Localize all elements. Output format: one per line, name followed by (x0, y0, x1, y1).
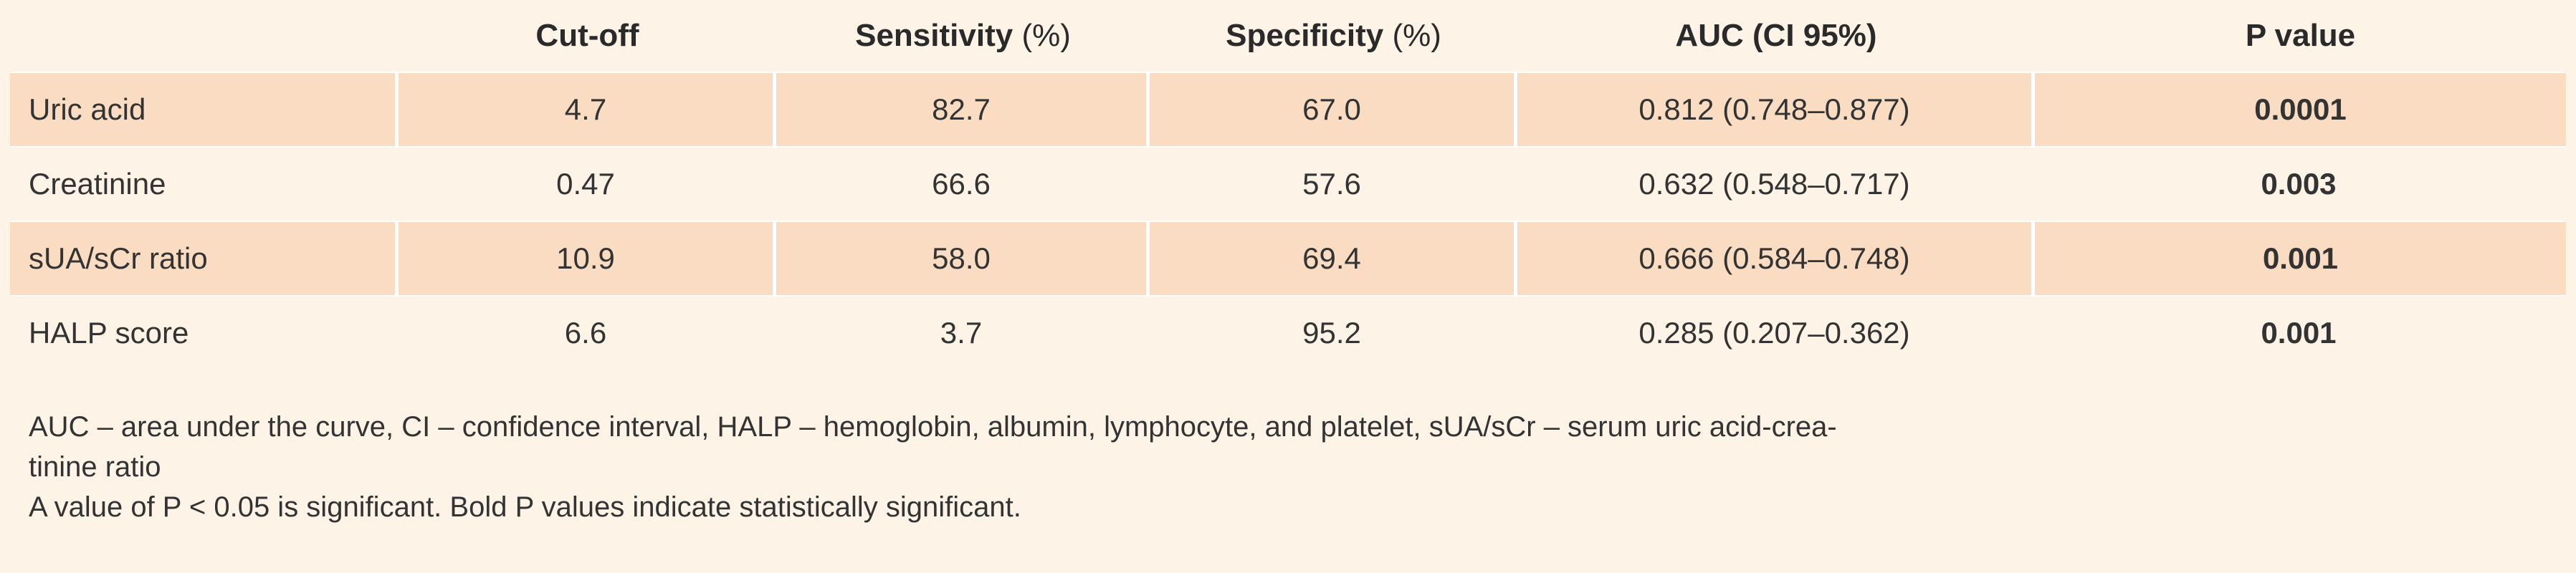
specificity-cell: 95.2 (1150, 297, 1517, 370)
p-value-cell: 0.001 (2035, 221, 2566, 297)
row-label: HALP score (10, 297, 399, 370)
header-cutoff: Cut-off (399, 0, 776, 72)
header-specificity: Specificity (%) (1150, 0, 1517, 72)
table-row: Creatinine 0.47 66.6 57.6 0.632 (0.548–0… (10, 148, 2566, 221)
auc-cell: 0.632 (0.548–0.717) (1517, 148, 2035, 221)
table-row: sUA/sCr ratio 10.9 58.0 69.4 0.666 (0.58… (10, 221, 2566, 297)
specificity-cell: 69.4 (1150, 221, 1517, 297)
specificity-cell: 67.0 (1150, 72, 1517, 148)
cutoff-cell: 4.7 (399, 72, 776, 148)
cutoff-cell: 0.47 (399, 148, 776, 221)
header-sensitivity-label: Sensitivity (855, 18, 1013, 53)
header-specificity-label: Specificity (1226, 18, 1384, 53)
row-label: sUA/sCr ratio (10, 221, 399, 297)
cutoff-cell: 10.9 (399, 221, 776, 297)
header-p-value: P value (2035, 0, 2566, 72)
sensitivity-cell: 82.7 (776, 72, 1150, 148)
row-label: Uric acid (10, 72, 399, 148)
sensitivity-cell: 58.0 (776, 221, 1150, 297)
header-sensitivity: Sensitivity (%) (776, 0, 1150, 72)
table-row: Uric acid 4.7 82.7 67.0 0.812 (0.748–0.8… (10, 72, 2566, 148)
abbreviations-note-line-1: AUC – area under the curve, CI – confide… (29, 411, 1837, 443)
table-row: HALP score 6.6 3.7 95.2 0.285 (0.207–0.3… (10, 297, 2566, 370)
sensitivity-cell: 3.7 (776, 297, 1150, 370)
auc-cell: 0.285 (0.207–0.362) (1517, 297, 2035, 370)
p-value-cell: 0.0001 (2035, 72, 2566, 148)
auc-cell: 0.666 (0.584–0.748) (1517, 221, 2035, 297)
results-table: Cut-off Sensitivity (%) Specificity (%) … (10, 0, 2566, 370)
header-row: Cut-off Sensitivity (%) Specificity (%) … (10, 0, 2566, 72)
abbreviations-note-line-2: tinine ratio (29, 451, 161, 483)
auc-cell: 0.812 (0.748–0.877) (1517, 72, 2035, 148)
table-body: Uric acid 4.7 82.7 67.0 0.812 (0.748–0.8… (10, 72, 2566, 370)
sensitivity-cell: 66.6 (776, 148, 1150, 221)
specificity-cell: 57.6 (1150, 148, 1517, 221)
row-label: Creatinine (10, 148, 399, 221)
p-value-cell: 0.001 (2035, 297, 2566, 370)
table-header: Cut-off Sensitivity (%) Specificity (%) … (10, 0, 2566, 72)
header-auc: AUC (CI 95%) (1517, 0, 2035, 72)
cutoff-cell: 6.6 (399, 297, 776, 370)
table-footnotes: AUC – area under the curve, CI – confide… (29, 407, 2552, 527)
p-value-cell: 0.003 (2035, 148, 2566, 221)
header-specificity-unit: (%) (1392, 18, 1441, 53)
header-row-label (10, 0, 399, 72)
header-sensitivity-unit: (%) (1021, 18, 1071, 53)
significance-note: A value of P < 0.05 is significant. Bold… (29, 491, 1021, 523)
